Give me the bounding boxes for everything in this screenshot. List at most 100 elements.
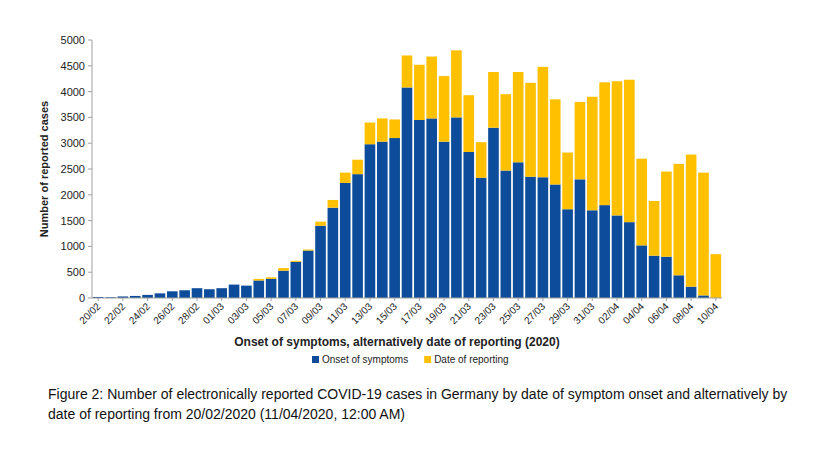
bar bbox=[253, 280, 264, 298]
bar bbox=[179, 290, 190, 298]
bar bbox=[612, 81, 623, 215]
bar bbox=[439, 76, 450, 142]
bar bbox=[513, 162, 524, 298]
bar bbox=[673, 275, 684, 298]
x-tick bbox=[641, 298, 642, 301]
bar bbox=[476, 178, 487, 298]
y-tick bbox=[88, 246, 92, 247]
bar bbox=[599, 205, 610, 298]
bar bbox=[118, 296, 129, 297]
bar bbox=[204, 289, 215, 290]
bar bbox=[426, 118, 437, 298]
bar bbox=[414, 65, 425, 120]
bar bbox=[93, 296, 104, 297]
x-tick bbox=[715, 298, 716, 301]
bar bbox=[538, 67, 549, 177]
bar bbox=[550, 184, 561, 298]
bar bbox=[303, 251, 314, 298]
bar bbox=[142, 294, 153, 295]
bar bbox=[538, 177, 549, 298]
bar bbox=[365, 123, 376, 145]
bar bbox=[661, 172, 672, 257]
x-tick bbox=[394, 298, 395, 301]
y-tick bbox=[88, 220, 92, 221]
bar bbox=[624, 80, 635, 222]
bar bbox=[575, 179, 586, 298]
bar bbox=[352, 160, 363, 174]
x-tick-label: 11/03 bbox=[325, 300, 350, 325]
bar bbox=[328, 208, 339, 298]
bar bbox=[266, 279, 277, 298]
x-tick-label: 02/04 bbox=[596, 300, 622, 326]
bar bbox=[179, 290, 190, 291]
bar bbox=[451, 117, 462, 298]
legend-swatch bbox=[424, 356, 431, 363]
bar bbox=[192, 288, 203, 289]
bar bbox=[698, 173, 709, 296]
bar bbox=[414, 120, 425, 298]
bar bbox=[241, 285, 252, 286]
bar bbox=[488, 128, 499, 298]
y-tick bbox=[88, 40, 92, 41]
x-tick-label: 26/02 bbox=[151, 300, 177, 326]
bar bbox=[216, 288, 227, 289]
x-tick-label: 05/03 bbox=[250, 300, 276, 326]
bar bbox=[525, 83, 536, 177]
x-tick-label: 06/04 bbox=[645, 300, 671, 326]
x-tick bbox=[295, 298, 296, 301]
bar bbox=[389, 119, 400, 138]
y-tick-label: 5000 bbox=[61, 34, 85, 46]
x-tick-label: 13/03 bbox=[349, 300, 375, 326]
bar bbox=[624, 222, 635, 298]
bar bbox=[352, 174, 363, 298]
legend-label: Date of reporting bbox=[434, 354, 509, 365]
x-tick bbox=[172, 298, 173, 301]
y-tick-label: 500 bbox=[67, 266, 85, 278]
bar bbox=[587, 210, 598, 298]
x-tick bbox=[567, 298, 568, 301]
bar bbox=[291, 261, 302, 262]
bar bbox=[241, 286, 252, 298]
x-tick-label: 09/03 bbox=[299, 300, 325, 326]
x-tick-label: 21/03 bbox=[448, 300, 474, 326]
bar bbox=[439, 142, 450, 298]
bar bbox=[192, 288, 203, 298]
x-tick bbox=[592, 298, 593, 301]
x-tick bbox=[320, 298, 321, 301]
bar bbox=[488, 72, 499, 128]
x-tick bbox=[542, 298, 543, 301]
x-tick bbox=[221, 298, 222, 301]
bar bbox=[711, 254, 722, 298]
x-tick bbox=[518, 298, 519, 301]
y-tick bbox=[88, 65, 92, 66]
x-tick-label: 08/04 bbox=[670, 300, 696, 326]
y-tick bbox=[88, 272, 92, 273]
bar bbox=[365, 144, 376, 298]
x-tick-label: 28/02 bbox=[176, 300, 202, 326]
bar bbox=[315, 222, 326, 226]
bar bbox=[562, 209, 573, 298]
y-tick-label: 4000 bbox=[61, 86, 85, 98]
y-tick-label: 1000 bbox=[61, 240, 85, 252]
bar bbox=[377, 142, 388, 298]
y-tick-label: 3000 bbox=[61, 137, 85, 149]
x-tick-label: 07/03 bbox=[275, 300, 301, 326]
x-tick bbox=[197, 298, 198, 301]
bar bbox=[562, 152, 573, 209]
bar bbox=[229, 285, 240, 298]
caption: Figure 2: Number of electronically repor… bbox=[48, 384, 818, 424]
bar bbox=[291, 262, 302, 298]
bar bbox=[649, 256, 660, 298]
y-tick bbox=[88, 169, 92, 170]
x-tick-label: 22/02 bbox=[102, 300, 128, 326]
x-tick bbox=[369, 298, 370, 301]
bar bbox=[278, 268, 289, 271]
y-tick bbox=[88, 117, 92, 118]
y-tick-label: 3500 bbox=[61, 111, 85, 123]
bar bbox=[686, 287, 697, 298]
x-tick bbox=[493, 298, 494, 301]
y-tick-label: 0 bbox=[79, 292, 85, 304]
x-tick bbox=[122, 298, 123, 301]
y-tick bbox=[88, 298, 92, 299]
x-tick bbox=[468, 298, 469, 301]
